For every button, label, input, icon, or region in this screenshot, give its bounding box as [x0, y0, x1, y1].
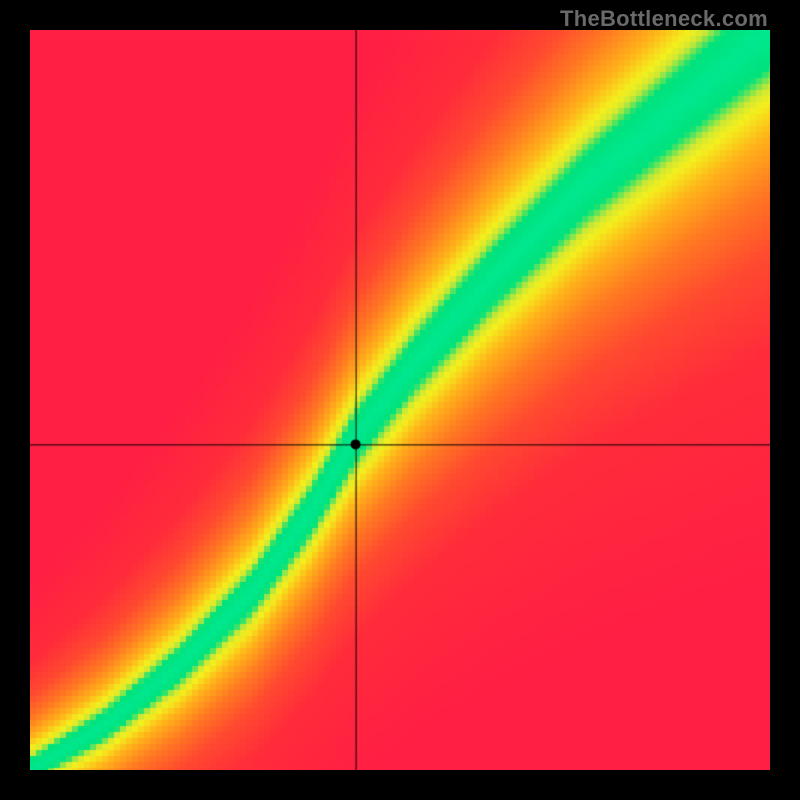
heatmap-canvas [30, 30, 770, 770]
watermark-text: TheBottleneck.com [560, 6, 768, 32]
bottleneck-heatmap [30, 30, 770, 770]
